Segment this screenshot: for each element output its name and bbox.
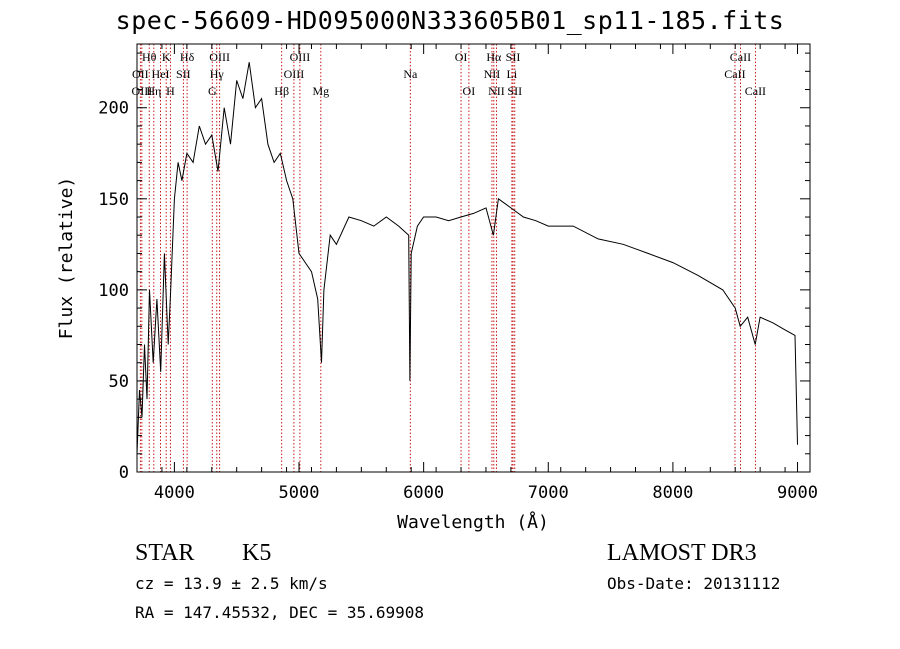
spectral-line-label: SII (506, 50, 521, 64)
spectral-line-label: SII (507, 84, 522, 98)
y-tick-label: 50 (109, 372, 129, 392)
y-tick-label: 0 (119, 463, 129, 483)
x-tick-label: 7000 (528, 483, 569, 503)
plot-frame (136, 43, 811, 473)
x-tick-label: 4000 (154, 483, 195, 503)
spectral-line-label: CaII (730, 50, 751, 64)
spectral-line-label: Hα (486, 50, 502, 64)
spectral-line-label: NII (484, 67, 501, 81)
spectral-line-label: H (166, 84, 175, 98)
axis-ticks: 4000 5000 6000 7000 8000 9000 0 50 100 150 200 (98, 44, 818, 503)
spectral-line-label: Na (403, 67, 418, 81)
spectrum-chart: 4000 5000 6000 7000 8000 9000 0 50 100 150 200 Hθ O… (56, 43, 818, 533)
spectral-line-label: OIII (209, 50, 230, 64)
x-tick-label: 9000 (777, 483, 818, 503)
spectral-line-label: OIII (284, 67, 305, 81)
spectral-line-label: CaII (724, 67, 745, 81)
spectral-line-label: OIII (132, 84, 153, 98)
spectral-line-label: Hγ (210, 67, 225, 81)
y-tick-label: 150 (98, 190, 129, 210)
y-axis-label: Flux (relative) (56, 177, 77, 340)
spectral-line-label: Hη (146, 84, 161, 98)
spectral-line-label: OIII (290, 50, 311, 64)
spectral-line-label: NII (488, 84, 505, 98)
x-axis-label: Wavelength (Å) (397, 511, 549, 533)
spectral-line-label: Hθ (142, 50, 157, 64)
survey-name: LAMOST DR3 (607, 540, 757, 566)
chart-title: spec-56609-HD095000N333605B01_sp11-185.f… (115, 6, 785, 35)
spectral-line-label: Mg (312, 84, 329, 98)
spectral-line-label: Li (507, 67, 518, 81)
spectral-line-label: Hβ (274, 84, 289, 98)
spectral-line-label: OI (463, 84, 476, 98)
spectral-line-label: K (162, 50, 171, 64)
spectral-line-label: OI (455, 50, 468, 64)
spectral-line-label: CaII (745, 84, 766, 98)
object-subclass: K5 (242, 540, 272, 566)
ra-dec-info: RA = 147.45532, DEC = 35.69908 (135, 603, 424, 622)
spectral-line-label: Hδ (180, 50, 195, 64)
x-tick-label: 6000 (403, 483, 444, 503)
spectral-line-label: SII (176, 67, 191, 81)
x-tick-label: 8000 (652, 483, 693, 503)
y-tick-label: 100 (98, 281, 129, 301)
flux-series-line (136, 62, 798, 454)
obs-date: Obs-Date: 20131112 (607, 574, 781, 593)
line-markers (139, 44, 756, 472)
redshift-info: cz = 13.9 ± 2.5 km/s (135, 574, 328, 593)
x-tick-label: 5000 (279, 483, 320, 503)
spectral-line-label: OII (132, 67, 149, 81)
spectral-line-label: HeI (152, 67, 170, 81)
y-tick-label: 200 (98, 99, 129, 119)
spectral-line-label: G (208, 84, 217, 98)
object-class: STAR (135, 540, 195, 566)
